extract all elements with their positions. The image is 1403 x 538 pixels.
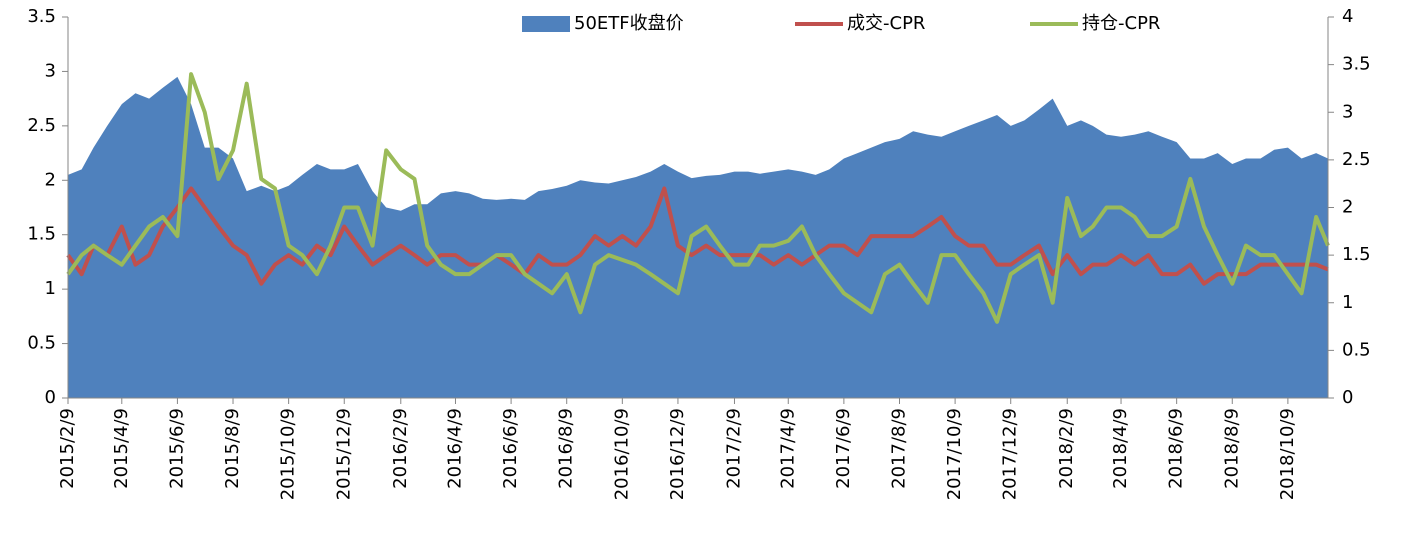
- y2-tick-label: 3.5: [1342, 54, 1371, 75]
- x-tick-label: 2016/2/9: [390, 408, 411, 489]
- x-tick-label: 2018/10/9: [1277, 408, 1298, 500]
- legend-label: 持仓-CPR: [1082, 13, 1160, 34]
- x-tick-label: 2015/12/9: [333, 408, 354, 500]
- y2-tick-label: 4: [1342, 6, 1353, 27]
- y2-tick-label: 0: [1342, 387, 1353, 408]
- x-tick-label: 2017/8/9: [888, 408, 909, 489]
- x-tick-label: 2017/2/9: [723, 408, 744, 489]
- y-tick-label: 1.5: [27, 224, 56, 245]
- x-tick-label: 2017/10/9: [944, 408, 965, 500]
- y2-tick-label: 3: [1342, 101, 1353, 122]
- y2-tick-label: 2.5: [1342, 149, 1371, 170]
- legend-label: 50ETF收盘价: [574, 13, 684, 34]
- x-tick-label: 2016/6/9: [500, 408, 521, 489]
- x-tick-label: 2017/6/9: [833, 408, 854, 489]
- x-tick-label: 2016/10/9: [611, 408, 632, 500]
- y-tick-label: 3: [45, 60, 56, 81]
- y-tick-label: 0: [45, 387, 56, 408]
- x-tick-label: 2018/2/9: [1056, 408, 1077, 489]
- x-tick-label: 2015/6/9: [166, 408, 187, 489]
- x-tick-label: 2016/12/9: [667, 408, 688, 500]
- x-tick-label: 2018/6/9: [1166, 408, 1187, 489]
- x-tick-label: 2015/10/9: [278, 408, 299, 500]
- x-tick-label: 2015/8/9: [222, 408, 243, 489]
- y-tick-label: 2: [45, 169, 56, 190]
- y2-tick-label: 1.5: [1342, 244, 1371, 265]
- y-tick-label: 2.5: [27, 115, 56, 136]
- x-tick-label: 2018/8/9: [1221, 408, 1242, 489]
- legend-swatch: [522, 16, 570, 32]
- x-tick-label: 2017/12/9: [1000, 408, 1021, 500]
- x-tick-label: 2015/2/9: [57, 408, 78, 489]
- x-tick-label: 2015/4/9: [111, 408, 132, 489]
- x-tick-label: 2016/8/9: [556, 408, 577, 489]
- x-tick-label: 2018/4/9: [1110, 408, 1131, 489]
- y2-tick-label: 1: [1342, 292, 1353, 313]
- legend-label: 成交-CPR: [847, 13, 925, 34]
- y-tick-label: 3.5: [27, 6, 56, 27]
- y-tick-label: 1: [45, 278, 56, 299]
- line-series: [66, 186, 1329, 286]
- y2-tick-label: 2: [1342, 197, 1353, 218]
- x-tick-label: 2017/4/9: [777, 408, 798, 489]
- y2-tick-label: 0.5: [1342, 339, 1371, 360]
- line-series: [66, 72, 1330, 324]
- area-series: [68, 76, 1328, 398]
- y-tick-label: 0.5: [27, 333, 56, 354]
- x-tick-label: 2016/4/9: [444, 408, 465, 489]
